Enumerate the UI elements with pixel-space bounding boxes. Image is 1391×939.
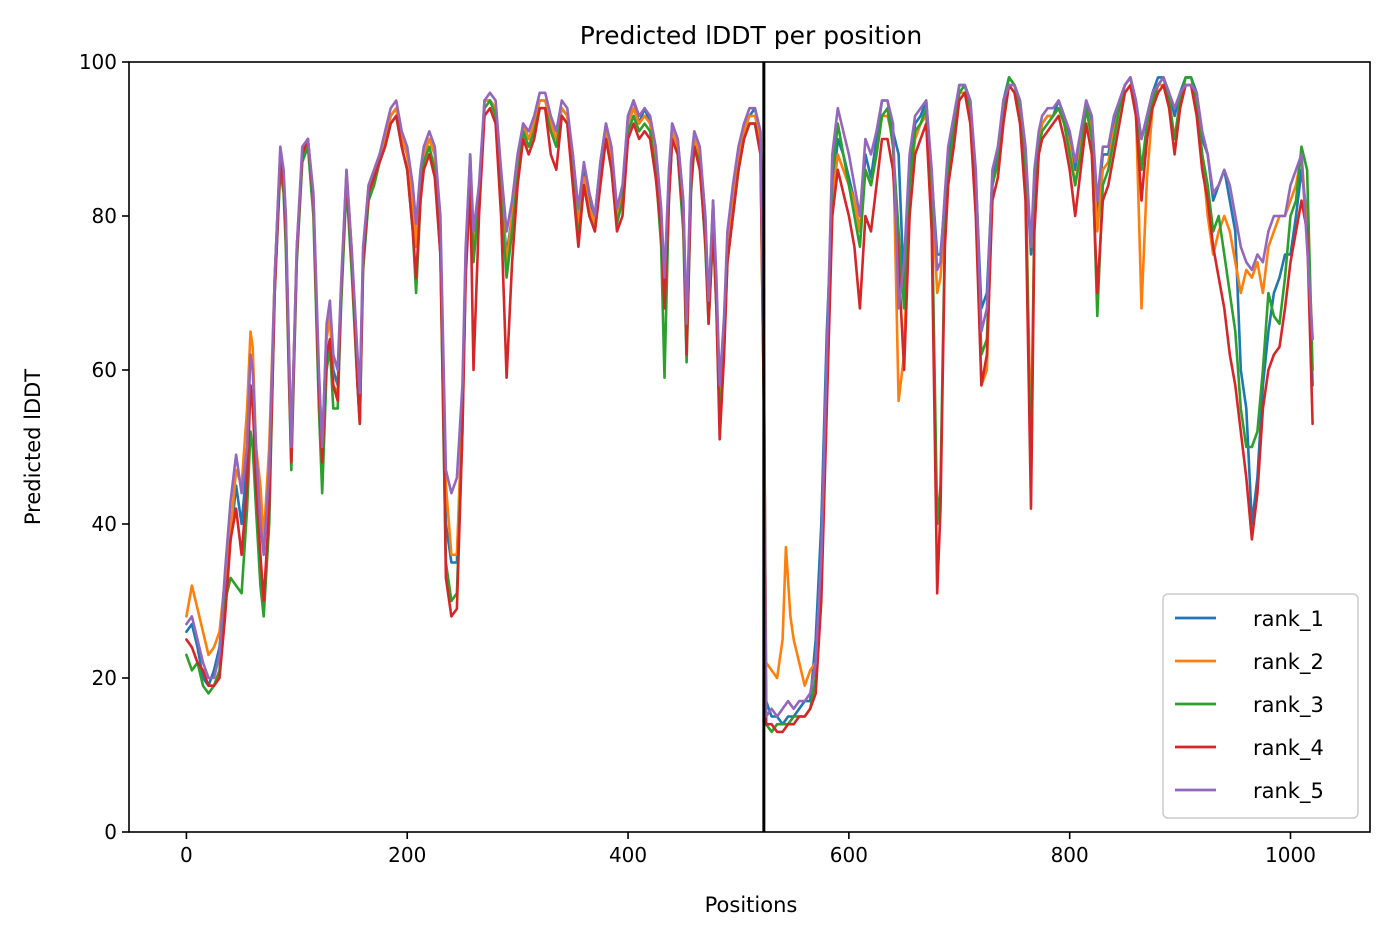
- legend-label-rank_4: rank_4: [1253, 736, 1324, 761]
- y-tick-label: 100: [79, 50, 117, 74]
- y-axis: 0 20 40 60 80 100: [79, 50, 129, 844]
- x-tick-label: 400: [609, 843, 647, 867]
- series-line-rank_4: [185, 83, 1314, 734]
- y-tick-label: 20: [92, 666, 117, 690]
- legend-label-rank_2: rank_2: [1253, 650, 1324, 675]
- x-tick-label: 1000: [1265, 843, 1316, 867]
- x-tick-label: 800: [1051, 843, 1089, 867]
- legend-label-rank_3: rank_3: [1253, 693, 1324, 718]
- x-tick-label: 600: [830, 843, 868, 867]
- y-tick-label: 0: [104, 820, 117, 844]
- y-tick-label: 40: [92, 512, 117, 536]
- y-axis-label: Predicted lDDT: [21, 369, 45, 525]
- x-tick-label: 0: [180, 843, 193, 867]
- legend-box: [1162, 593, 1359, 819]
- x-axis-label: Positions: [705, 893, 798, 917]
- y-tick-label: 80: [92, 204, 117, 228]
- chart-title: Predicted lDDT per position: [580, 21, 922, 50]
- legend: rank_1 rank_2 rank_3 rank_4 rank_5: [1162, 593, 1359, 819]
- y-tick-label: 60: [92, 358, 117, 382]
- series-line-rank_5: [185, 76, 1314, 718]
- plot-frame: [128, 61, 1371, 833]
- legend-label-rank_5: rank_5: [1253, 779, 1324, 804]
- x-tick-label: 200: [388, 843, 426, 867]
- legend-label-rank_1: rank_1: [1253, 607, 1324, 632]
- x-axis: 0 200 400 600 800 1000: [180, 832, 1316, 867]
- series-lines: [185, 76, 1314, 734]
